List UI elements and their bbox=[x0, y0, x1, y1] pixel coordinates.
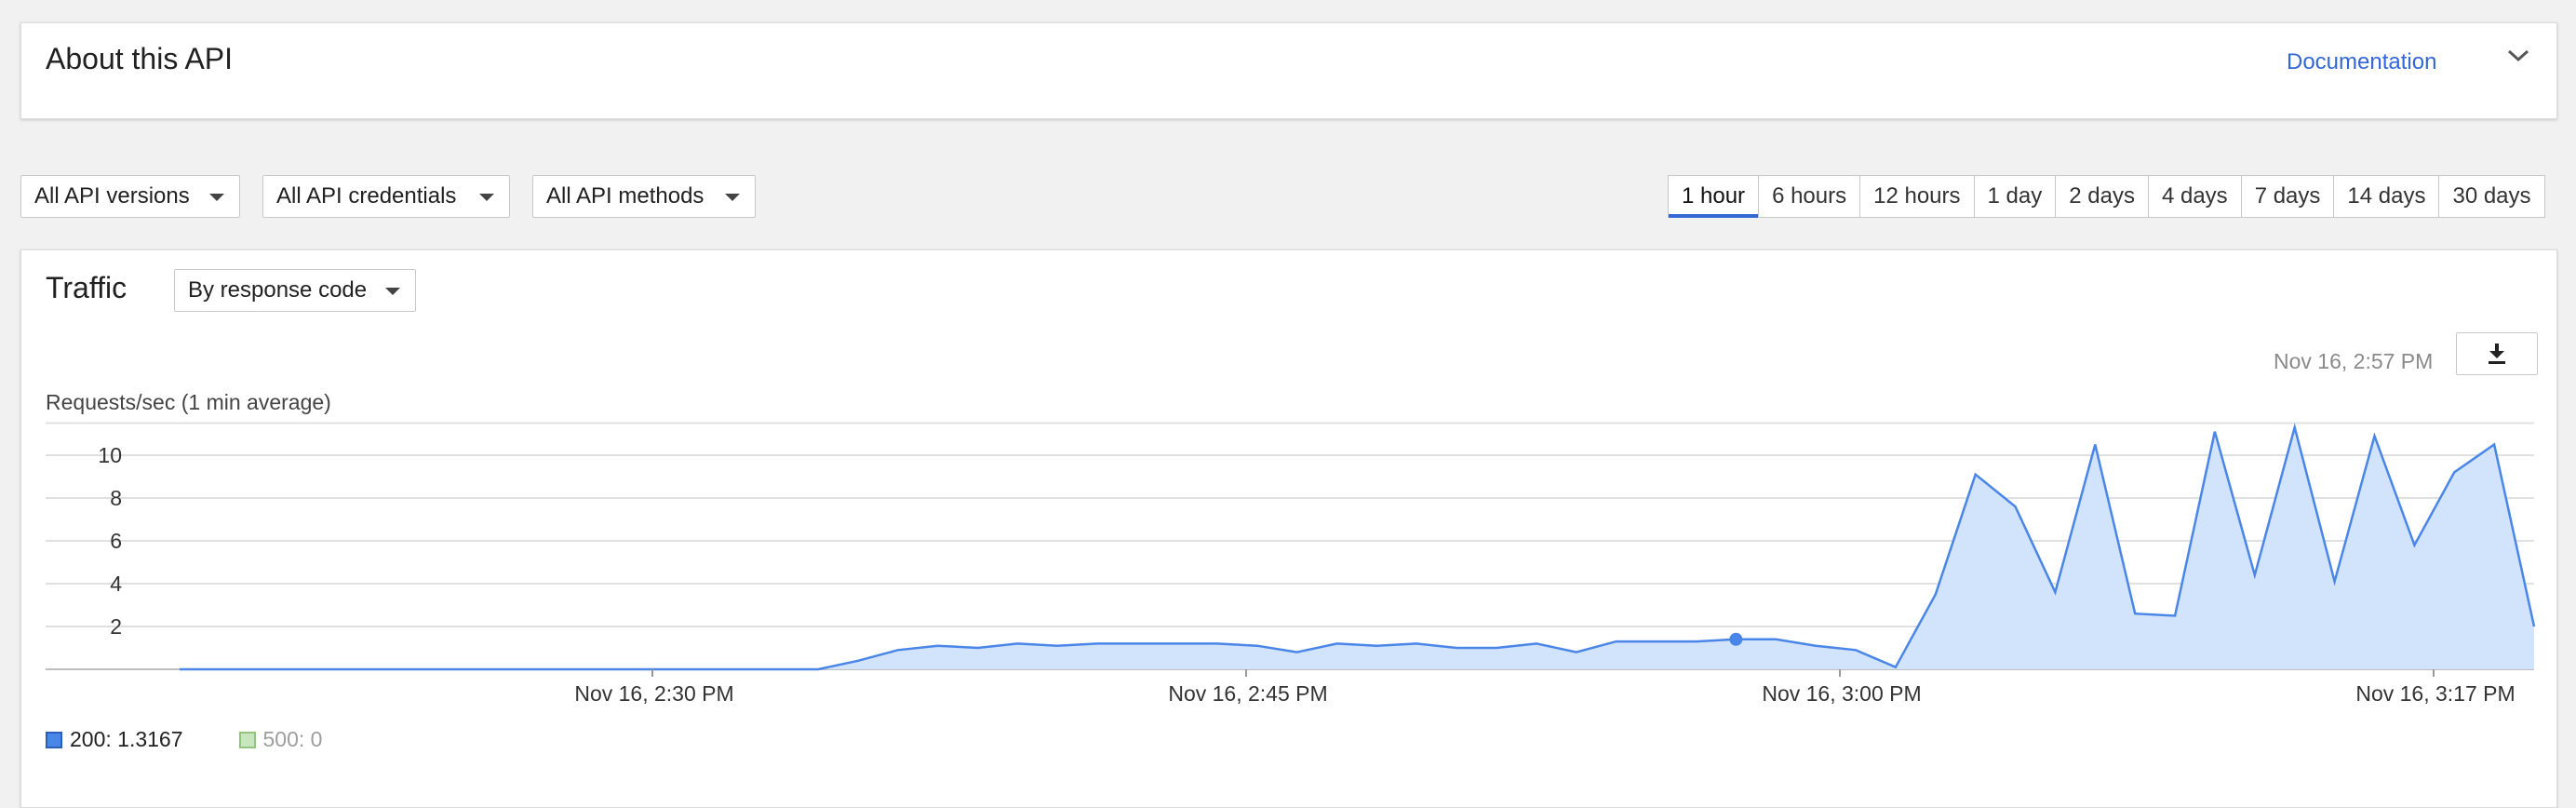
about-title: About this API bbox=[46, 42, 234, 75]
chart-timestamp: Nov 16, 2:57 PM bbox=[2274, 349, 2434, 373]
time-range-selector: 1 hour 6 hours 12 hours 1 day 2 days 4 days 7 … bbox=[1668, 175, 2545, 218]
traffic-card: Traffic By response code Nov 16, 2:57 PM… bbox=[20, 249, 2557, 808]
legend-swatch-500 bbox=[238, 731, 256, 748]
y-tick-label: 10 bbox=[98, 443, 122, 467]
about-api-card: About this API Documentation bbox=[20, 22, 2557, 119]
time-range-1-day[interactable]: 1 day bbox=[1974, 176, 2057, 217]
chart-y-axis-label: Requests/sec (1 min average) bbox=[46, 390, 331, 414]
expand-chevron-icon[interactable] bbox=[2504, 42, 2532, 70]
chart-legend: 200: 1.3167 500: 0 bbox=[46, 727, 322, 752]
api-versions-label: All API versions bbox=[34, 183, 190, 209]
download-icon bbox=[2489, 343, 2505, 364]
caret-down-icon bbox=[479, 194, 494, 201]
api-credentials-label: All API credentials bbox=[276, 183, 457, 209]
time-range-12-hours[interactable]: 12 hours bbox=[1860, 176, 1975, 217]
caret-down-icon bbox=[385, 288, 400, 295]
series-200-line bbox=[180, 423, 2536, 671]
download-button[interactable] bbox=[2456, 332, 2538, 375]
time-range-30-days[interactable]: 30 days bbox=[2439, 176, 2544, 217]
series-200-area bbox=[180, 427, 2534, 669]
caret-down-icon bbox=[209, 194, 224, 201]
x-tick-label: Nov 16, 3:17 PM bbox=[2355, 681, 2515, 706]
api-credentials-dropdown[interactable]: All API credentials bbox=[262, 175, 510, 218]
time-range-2-days[interactable]: 2 days bbox=[2056, 176, 2149, 217]
x-tick-label: Nov 16, 3:00 PM bbox=[1762, 681, 1921, 706]
highlighted-data-point[interactable] bbox=[1729, 632, 1743, 646]
api-methods-dropdown[interactable]: All API methods bbox=[532, 175, 756, 218]
legend-label-500[interactable]: 500: 0 bbox=[262, 727, 323, 751]
time-range-6-hours[interactable]: 6 hours bbox=[1759, 176, 1861, 217]
x-tick-label: Nov 16, 2:45 PM bbox=[1168, 681, 1327, 706]
y-tick-label: 6 bbox=[110, 529, 122, 553]
y-tick-label: 2 bbox=[110, 614, 122, 639]
caret-down-icon bbox=[725, 194, 740, 201]
api-versions-dropdown[interactable]: All API versions bbox=[20, 175, 240, 218]
legend-label-200[interactable]: 200: 1.3167 bbox=[70, 727, 183, 751]
documentation-link[interactable]: Documentation bbox=[2287, 49, 2437, 74]
traffic-title: Traffic bbox=[46, 271, 127, 304]
group-by-label: By response code bbox=[188, 277, 368, 303]
legend-swatch-200 bbox=[46, 731, 62, 748]
api-methods-label: All API methods bbox=[546, 183, 704, 209]
y-tick-label: 4 bbox=[110, 572, 122, 596]
time-range-7-days[interactable]: 7 days bbox=[2241, 176, 2335, 217]
time-range-1-hour[interactable]: 1 hour bbox=[1669, 176, 1760, 218]
time-range-4-days[interactable]: 4 days bbox=[2148, 176, 2242, 217]
traffic-area-chart: 2 4 6 8 10 Nov 16, 2:30 PM Nov 16, 2:45 PM Nov … bbox=[46, 422, 2536, 706]
x-tick-label: Nov 16, 2:30 PM bbox=[574, 681, 733, 706]
y-tick-label: 8 bbox=[110, 486, 122, 510]
time-range-14-days[interactable]: 14 days bbox=[2334, 176, 2440, 217]
group-by-dropdown[interactable]: By response code bbox=[174, 269, 416, 312]
